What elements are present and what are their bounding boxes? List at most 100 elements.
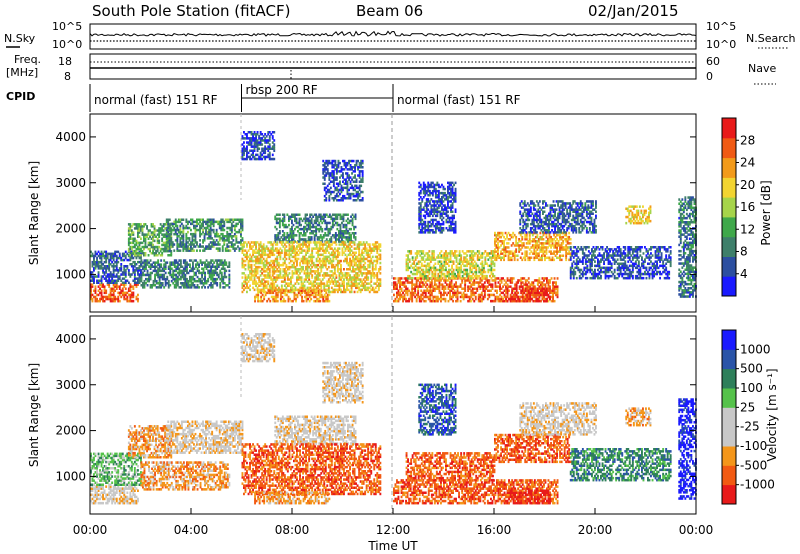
heatmap-cell (304, 240, 307, 243)
heatmap-cell (281, 299, 284, 303)
heatmap-cell (323, 251, 326, 254)
heatmap-cell (182, 218, 185, 221)
heatmap-cell (371, 270, 374, 273)
heatmap-cell (282, 289, 285, 292)
heatmap-cell (331, 225, 334, 229)
heatmap-cell (247, 255, 250, 259)
heatmap-cell (91, 293, 94, 297)
heatmap-cell (509, 285, 512, 288)
heatmap-cell (500, 297, 503, 301)
heatmap-cell (370, 288, 373, 292)
heatmap-cell (474, 287, 477, 290)
heatmap-cell (349, 265, 351, 269)
heatmap-cell (240, 230, 242, 234)
heatmap-cell (332, 180, 335, 183)
heatmap-cell (304, 213, 307, 216)
heatmap-cell (456, 277, 459, 280)
heatmap-cell (296, 278, 298, 281)
heatmap-cell (346, 282, 348, 285)
heatmap-cell (99, 260, 101, 264)
heatmap-cell (505, 289, 507, 292)
heatmap-cell (397, 289, 400, 292)
heatmap-cell (417, 262, 420, 265)
heatmap-cell (332, 241, 335, 244)
heatmap-cell (345, 166, 347, 169)
heatmap-cell (405, 299, 407, 303)
heatmap-cell (553, 299, 556, 303)
heatmap-cell (100, 293, 103, 297)
heatmap-cell (340, 272, 342, 275)
heatmap-cell (348, 197, 350, 200)
heatmap-cell (140, 241, 142, 245)
heatmap-cell (359, 257, 362, 261)
heatmap-cell (216, 261, 219, 264)
heatmap-cell (310, 219, 313, 223)
heatmap-cell (306, 265, 309, 269)
heatmap-cell (243, 280, 245, 283)
heatmap-cell (149, 241, 151, 245)
heatmap-cell (118, 275, 121, 278)
heatmap-cell (103, 291, 106, 295)
heatmap-cell (406, 287, 409, 290)
heatmap-cell (209, 222, 212, 226)
heatmap-cell (268, 276, 271, 279)
heatmap-cell (112, 267, 115, 270)
heatmap-cell (94, 299, 97, 303)
heatmap-cell (211, 263, 214, 266)
heatmap-cell (149, 235, 151, 238)
heatmap-cell (181, 284, 184, 287)
heatmap-cell (494, 277, 497, 280)
heatmap-cell (219, 277, 222, 281)
heatmap-cell (344, 290, 347, 294)
heatmap-cell (374, 245, 377, 248)
heatmap-cell (287, 297, 290, 301)
heatmap-cell (414, 268, 417, 272)
heatmap-cell (173, 249, 176, 252)
heatmap-cell (373, 274, 376, 277)
heatmap-cell (250, 247, 253, 250)
heatmap-cell (379, 257, 382, 261)
heatmap-cell (177, 230, 180, 234)
heatmap-cell (193, 279, 196, 283)
heatmap-cell (358, 249, 361, 252)
heatmap-cell (473, 287, 476, 290)
heatmap-cell (185, 247, 188, 250)
heatmap-cell (117, 250, 120, 254)
heatmap-cell (180, 243, 183, 246)
heatmap-cell (217, 235, 220, 238)
heatmap-cell (344, 276, 347, 279)
heatmap-cell (334, 164, 337, 167)
heatmap-cell (405, 260, 408, 263)
heatmap-cell (187, 230, 189, 234)
heatmap-cell (167, 241, 170, 244)
heatmap-cell (342, 172, 344, 175)
heatmap-cell (293, 247, 295, 250)
heatmap-cell (229, 245, 232, 248)
heatmap-cell (509, 277, 512, 280)
heatmap-cell (155, 229, 157, 232)
heatmap-cell (152, 252, 154, 255)
heatmap-cell (326, 297, 329, 301)
heatmap-cell (206, 222, 209, 226)
heatmap-cell (155, 282, 158, 285)
heatmap-cell (158, 227, 161, 230)
heatmap-cell (303, 232, 305, 235)
heatmap-cell (358, 164, 361, 167)
heatmap-cell (145, 265, 147, 268)
heatmap-cell (243, 153, 245, 157)
heatmap-cell (317, 278, 320, 281)
heatmap-cell (137, 235, 139, 238)
heatmap-cell (277, 234, 280, 237)
heatmap-cell (340, 276, 342, 279)
heatmap-cell (316, 219, 319, 223)
heatmap-cell (406, 279, 409, 282)
heatmap-cell (524, 279, 527, 282)
heatmap-cell (348, 234, 351, 237)
heatmap-cell (354, 180, 356, 183)
heatmap-cell (180, 218, 183, 221)
heatmap-cell (321, 215, 324, 218)
heatmap-cell (313, 219, 316, 223)
heatmap-cell (211, 275, 214, 279)
heatmap-cell (302, 265, 304, 269)
heatmap-cell (265, 135, 268, 138)
